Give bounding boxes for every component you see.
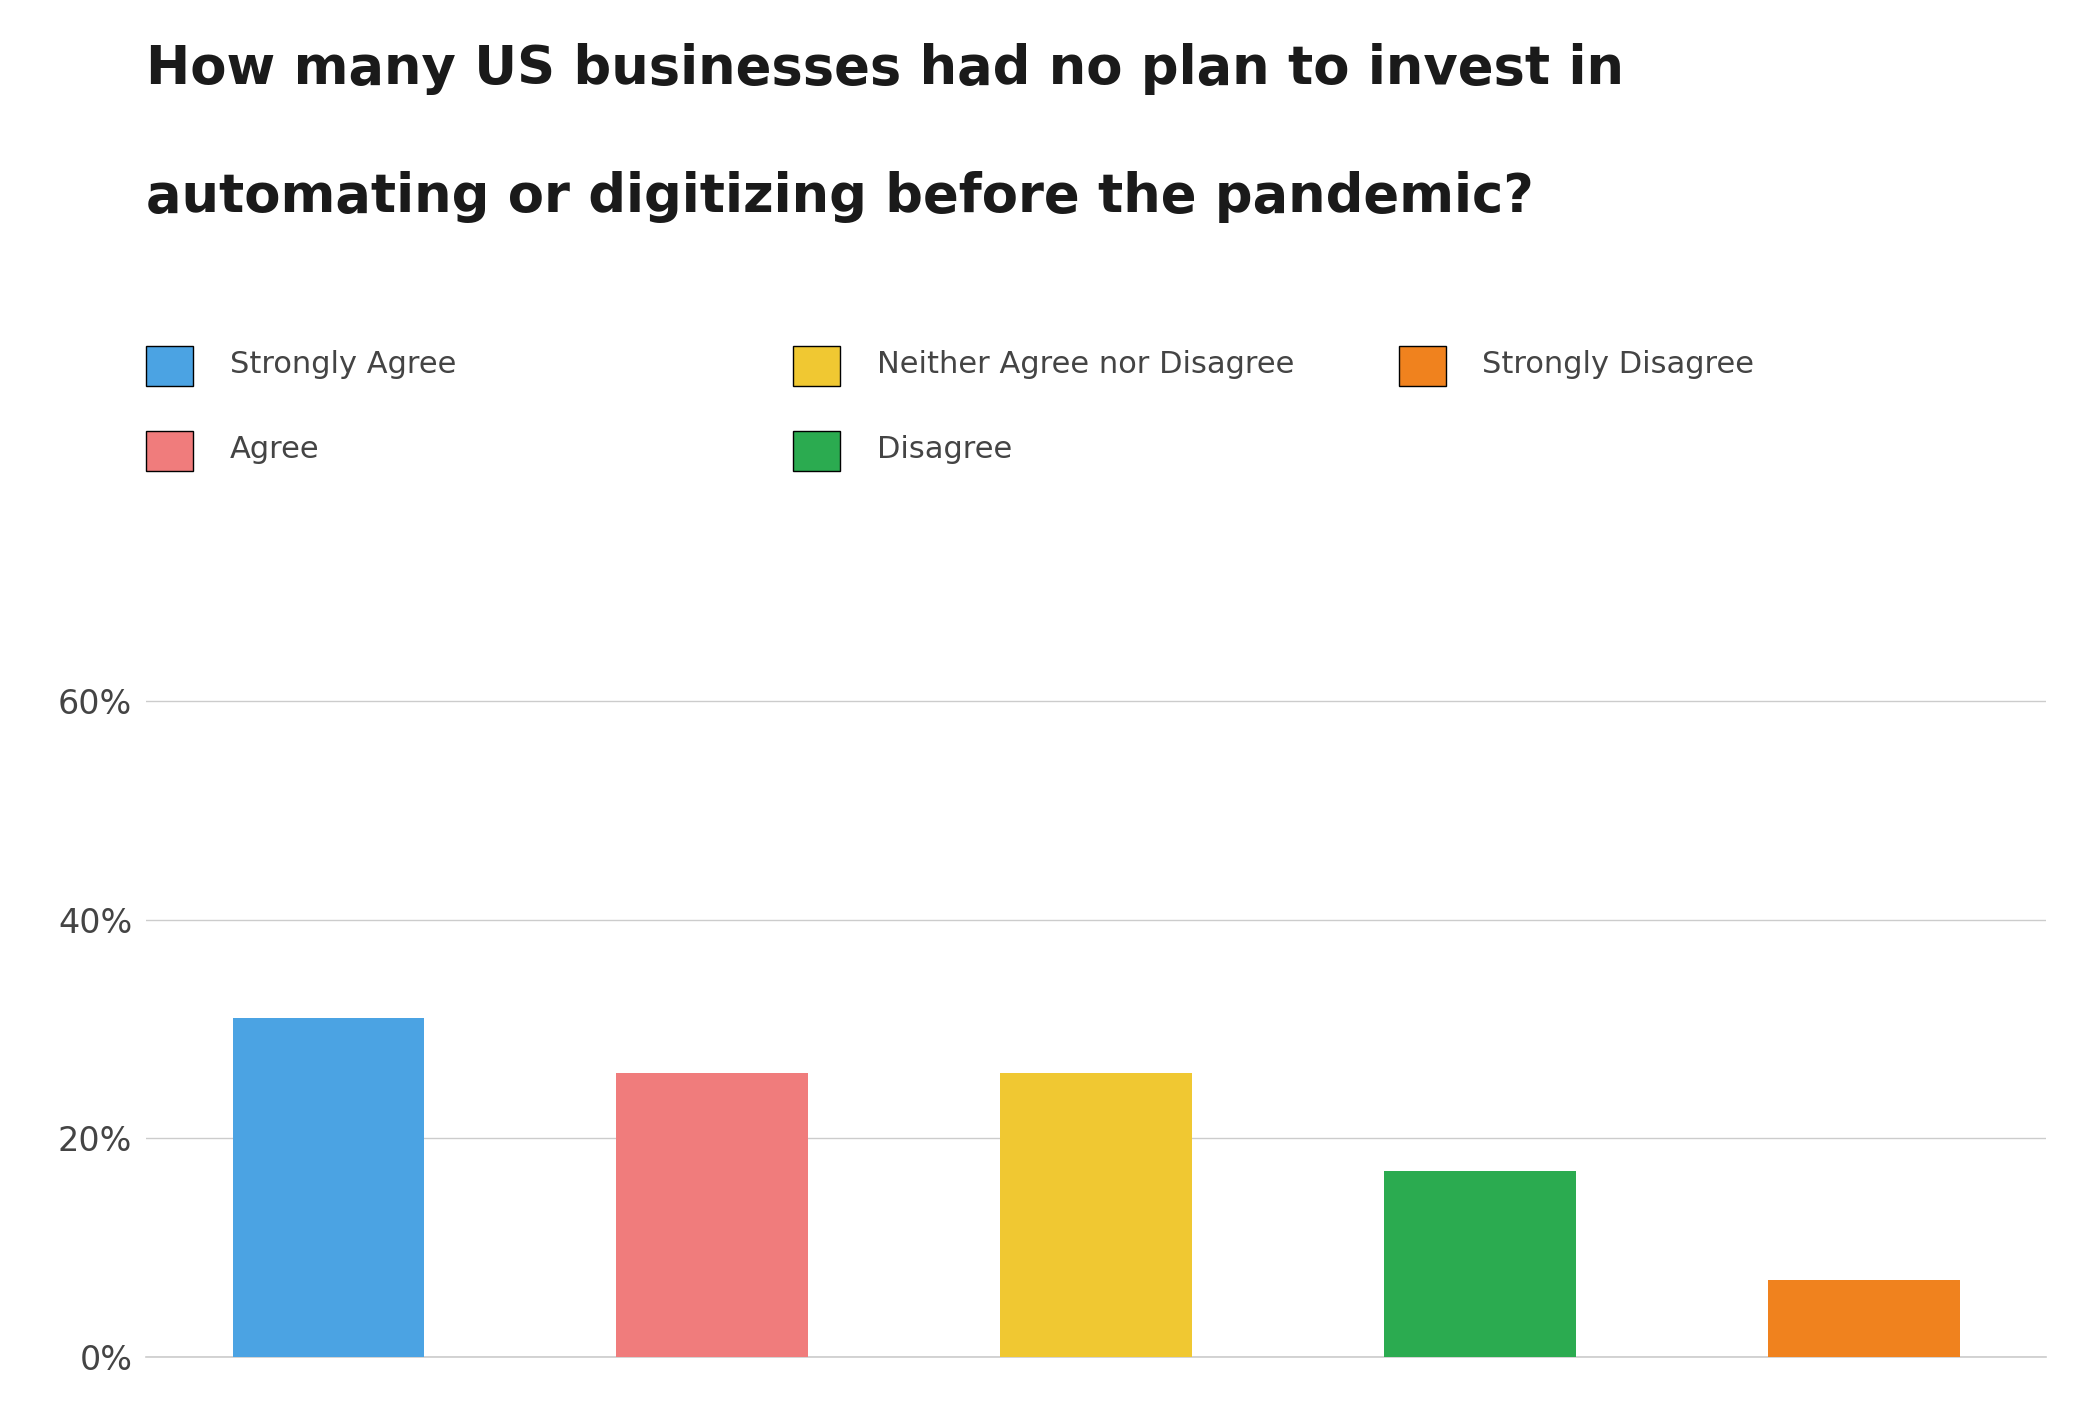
Bar — [1384, 1171, 1576, 1357]
Text: Strongly Agree: Strongly Agree — [230, 350, 455, 378]
Text: Agree: Agree — [230, 436, 319, 464]
Bar — [616, 1072, 808, 1357]
Text: How many US businesses had no plan to invest in: How many US businesses had no plan to in… — [146, 43, 1624, 94]
Text: automating or digitizing before the pandemic?: automating or digitizing before the pand… — [146, 171, 1535, 223]
Text: Strongly Disagree: Strongly Disagree — [1482, 350, 1754, 378]
Bar — [232, 1018, 424, 1357]
Text: Disagree: Disagree — [877, 436, 1013, 464]
Text: Neither Agree nor Disagree: Neither Agree nor Disagree — [877, 350, 1295, 378]
Bar — [1000, 1072, 1192, 1357]
Bar — [1769, 1279, 1961, 1357]
